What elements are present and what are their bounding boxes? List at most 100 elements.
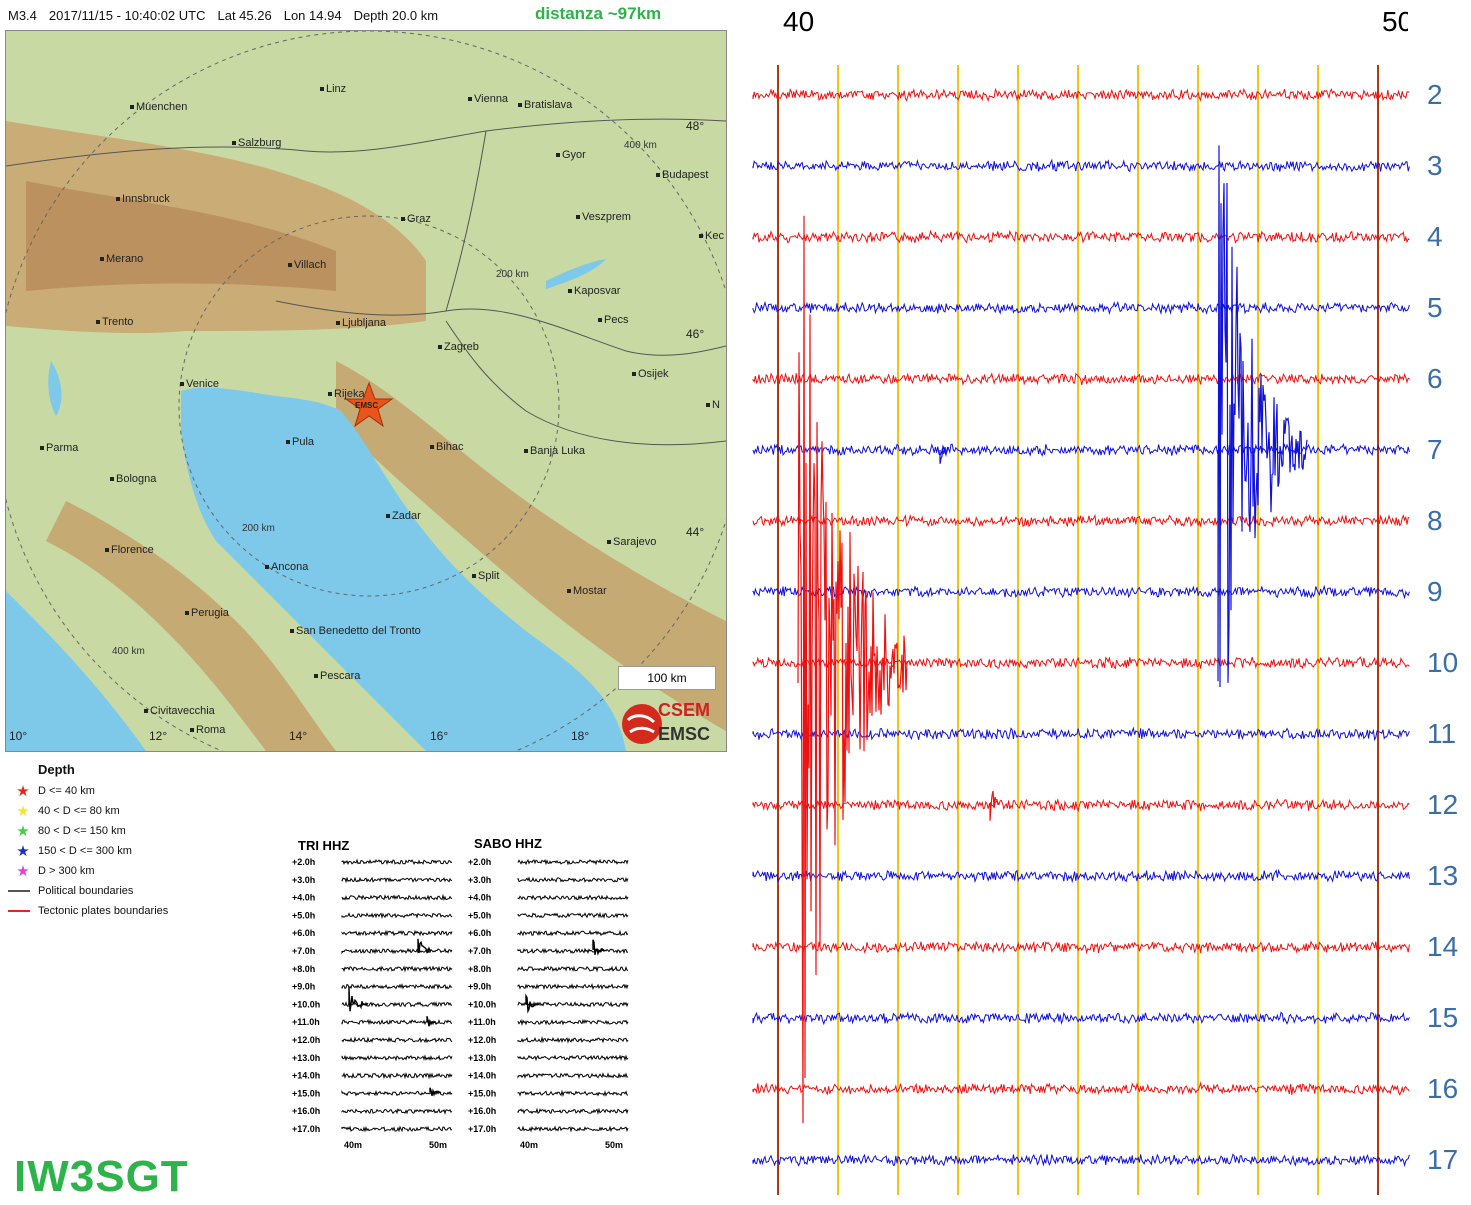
hour-label: 7: [1427, 434, 1443, 465]
mini-seismogram-tri: +2.0h +3.0h +4.0h +5.0h +6.0h +7.0h +8.0h +9.0h…: [292, 857, 453, 1150]
mini-trace: [341, 858, 453, 866]
mini-trace: [517, 858, 629, 866]
scale-bar: 100 km: [618, 666, 716, 690]
mini-row-label: +2.0h: [292, 857, 315, 867]
mini-row-label: +5.0h: [292, 910, 315, 920]
mini-x-label: 40m: [344, 1140, 362, 1150]
city-label: Budapest: [656, 169, 708, 181]
mini-row-label: +15.0h: [468, 1088, 496, 1098]
helicorder[interactable]: [750, 0, 1471, 1205]
city-label: Graz: [401, 213, 431, 225]
mini-trace: [341, 983, 453, 990]
city-label: Venice: [180, 378, 219, 390]
city-label: Vienna: [468, 93, 508, 105]
mini-trace: [341, 912, 453, 920]
legend-item: ★ 40 < D <= 80 km: [8, 801, 168, 821]
legend-label: 40 < D <= 80 km: [38, 805, 120, 817]
legend-label: 150 < D <= 300 km: [38, 845, 132, 857]
trace-line: [752, 229, 1410, 245]
city-label: Pescara: [314, 670, 360, 682]
trace-line: [752, 798, 1410, 813]
city-label: Zagreb: [438, 341, 479, 353]
trace-line: [752, 940, 1410, 955]
city-label: Civitavecchia: [144, 705, 215, 717]
mini-trace: [517, 1072, 629, 1080]
mini-row-label: +17.0h: [468, 1124, 496, 1134]
line-swatch: [8, 910, 30, 912]
mini-row-label: +10.0h: [292, 999, 320, 1009]
lat-label: 48°: [686, 119, 705, 133]
mini-trace: [517, 1089, 629, 1098]
mini-row-label: +14.0h: [468, 1071, 496, 1081]
city-label: Osijek: [632, 368, 669, 380]
city-label: Perugia: [185, 607, 229, 619]
legend-label: Tectonic plates boundaries: [38, 905, 169, 917]
mini-trace: [517, 894, 629, 901]
hour-label: 14: [1427, 931, 1459, 962]
city-label: Zadar: [386, 510, 421, 522]
city-label: San Benedetto del Tronto: [290, 625, 421, 637]
mini-row-label: +11.0h: [468, 1017, 496, 1027]
city-label: Sarajevo: [607, 536, 656, 548]
mini-row-label: +13.0h: [292, 1053, 320, 1063]
lat-label: 44°: [686, 525, 705, 539]
lon-label: 10°: [9, 729, 28, 743]
mini-row-label: +5.0h: [468, 910, 491, 920]
trace-line: [752, 1153, 1410, 1168]
mini-seismogram-sabo: +2.0h +3.0h +4.0h +5.0h +6.0h +7.0h +8.0h +9.0h…: [468, 857, 629, 1150]
mini-row-label: +3.0h: [292, 875, 315, 885]
mini-row-label: +14.0h: [292, 1071, 320, 1081]
minute-label-end: 50: [1382, 6, 1408, 37]
city-label: Mostar: [567, 585, 607, 597]
legend-item: ★ 150 < D <= 300 km: [8, 841, 168, 861]
map-panel[interactable]: Linz Vienna Bratislava Muenchen Salzburg…: [5, 30, 727, 752]
minute-label-start: 40: [783, 6, 815, 37]
city-label: Split: [472, 570, 499, 582]
mini-row-label: +17.0h: [292, 1124, 320, 1134]
star-icon: ★: [16, 803, 30, 820]
city-label: Pula: [286, 436, 314, 448]
legend-label: D > 300 km: [38, 865, 95, 877]
mini-event: [429, 1087, 442, 1097]
hour-label: 10: [1427, 647, 1459, 678]
lon-label: 12°: [149, 729, 168, 743]
city-label: N: [706, 399, 720, 411]
city-label: Florence: [105, 544, 154, 556]
legend-label: D <= 40 km: [38, 785, 95, 797]
mini-trace: [341, 1125, 453, 1133]
trace-line: [752, 1081, 1410, 1096]
legend-title: Depth: [38, 762, 75, 777]
event-burst: [797, 215, 908, 1124]
hour-label: 11: [1427, 718, 1457, 749]
legend-label: 80 < D <= 150 km: [38, 825, 126, 837]
mini-row-label: +16.0h: [292, 1106, 320, 1116]
line-swatch: [8, 890, 30, 892]
mini-row-label: +8.0h: [468, 964, 491, 974]
hour-label: 13: [1427, 860, 1459, 891]
city-label: Parma: [40, 442, 78, 454]
hour-label: 15: [1427, 1002, 1459, 1033]
city-label: Kec: [699, 230, 724, 242]
mini-trace: [341, 1036, 453, 1044]
mini-trace: [517, 1036, 629, 1044]
mini-trace: [517, 1107, 629, 1115]
hour-label: 8: [1427, 505, 1443, 536]
city-label: Salzburg: [232, 137, 281, 149]
city-label: Rijeka: [328, 388, 365, 400]
city-label: Trento: [96, 316, 133, 328]
event-header: M3.4 2017/11/15 - 10:40:02 UTC Lat 45.26 Lo…: [8, 8, 450, 23]
ring-label: 200 km: [496, 269, 529, 280]
mini-trace: [517, 1018, 629, 1027]
city-label: Ljubljana: [336, 317, 386, 329]
trace-line: [752, 513, 1410, 528]
ring-label: 200 km: [242, 523, 275, 534]
mini-trace: [341, 1108, 453, 1115]
mini-trace: [517, 1125, 629, 1133]
legend-item: ★ 80 < D <= 150 km: [8, 821, 168, 841]
mini-event: [426, 1016, 437, 1027]
mini-event: [525, 993, 540, 1014]
mini-trace: [517, 911, 629, 919]
trace-line: [752, 87, 1410, 103]
hour-label: 6: [1427, 363, 1443, 394]
mini-trace: [341, 965, 453, 973]
